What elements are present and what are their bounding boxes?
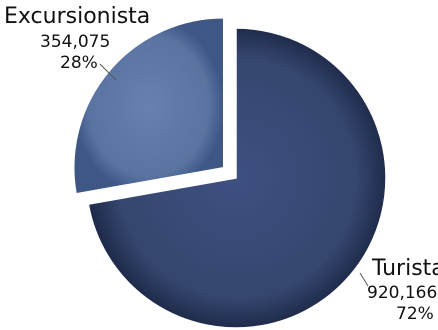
pie-slice-excursionista xyxy=(73,16,225,195)
label-turista-percent: 72% xyxy=(396,304,434,324)
label-turista-value: 920,166 xyxy=(367,283,438,303)
label-excursionista-name: Excursionista xyxy=(4,4,151,29)
leader-turista xyxy=(359,272,369,287)
label-excursionista-value: 354,075 xyxy=(40,32,111,52)
pie-slice-turista xyxy=(87,27,387,329)
leader-excursionista xyxy=(99,63,117,81)
label-excursionista-percent: 28% xyxy=(60,53,98,73)
label-turista-name: Turista xyxy=(372,256,438,281)
